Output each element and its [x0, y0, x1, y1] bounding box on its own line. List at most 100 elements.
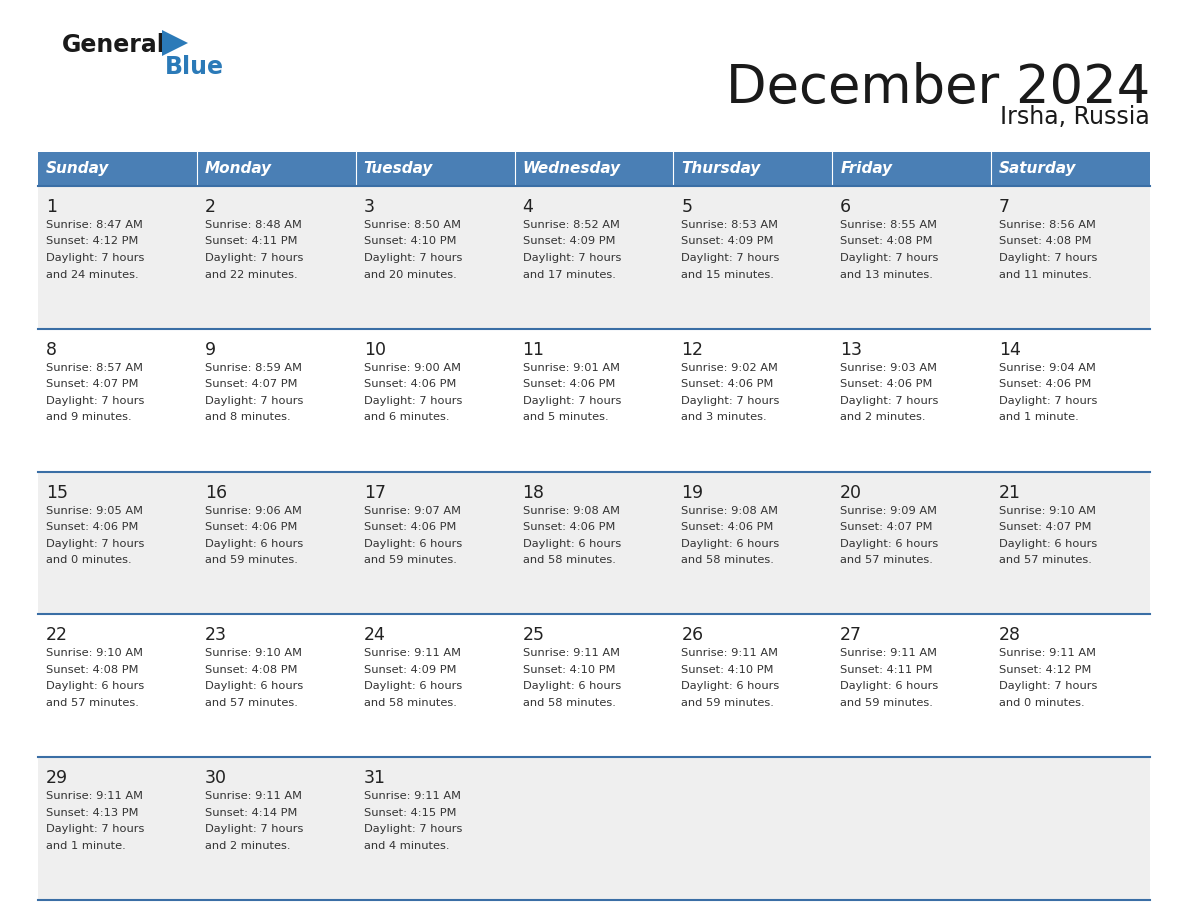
Text: 5: 5: [682, 198, 693, 216]
Text: Sunset: 4:06 PM: Sunset: 4:06 PM: [364, 522, 456, 532]
Bar: [38, 329, 1150, 472]
Text: and 0 minutes.: and 0 minutes.: [999, 698, 1085, 708]
Text: Friday: Friday: [840, 162, 892, 176]
Text: and 2 minutes.: and 2 minutes.: [840, 412, 925, 422]
Bar: [833, 152, 991, 186]
Text: and 57 minutes.: and 57 minutes.: [46, 698, 139, 708]
Text: and 15 minutes.: and 15 minutes.: [682, 270, 775, 279]
Text: Sunrise: 9:00 AM: Sunrise: 9:00 AM: [364, 363, 461, 373]
Text: Sunrise: 9:09 AM: Sunrise: 9:09 AM: [840, 506, 937, 516]
Text: Daylight: 7 hours: Daylight: 7 hours: [840, 396, 939, 406]
Text: Sunset: 4:08 PM: Sunset: 4:08 PM: [46, 665, 139, 675]
Text: 14: 14: [999, 341, 1020, 359]
Text: Monday: Monday: [204, 162, 272, 176]
Text: 15: 15: [46, 484, 68, 501]
Text: Daylight: 7 hours: Daylight: 7 hours: [46, 824, 144, 834]
Text: 23: 23: [204, 626, 227, 644]
Text: 1: 1: [46, 198, 57, 216]
Text: Sunset: 4:07 PM: Sunset: 4:07 PM: [999, 522, 1092, 532]
Text: Sunset: 4:12 PM: Sunset: 4:12 PM: [999, 665, 1092, 675]
Text: and 57 minutes.: and 57 minutes.: [999, 555, 1092, 565]
Text: 7: 7: [999, 198, 1010, 216]
Text: Daylight: 7 hours: Daylight: 7 hours: [46, 253, 144, 263]
Text: and 57 minutes.: and 57 minutes.: [204, 698, 298, 708]
Text: Daylight: 7 hours: Daylight: 7 hours: [364, 824, 462, 834]
Text: and 59 minutes.: and 59 minutes.: [840, 698, 933, 708]
Text: and 5 minutes.: and 5 minutes.: [523, 412, 608, 422]
Text: Sunrise: 9:04 AM: Sunrise: 9:04 AM: [999, 363, 1097, 373]
Text: Daylight: 6 hours: Daylight: 6 hours: [840, 681, 939, 691]
Text: Sunset: 4:07 PM: Sunset: 4:07 PM: [840, 522, 933, 532]
Text: 2: 2: [204, 198, 216, 216]
Text: and 11 minutes.: and 11 minutes.: [999, 270, 1092, 279]
Text: 29: 29: [46, 769, 68, 788]
Text: Sunrise: 9:10 AM: Sunrise: 9:10 AM: [46, 648, 143, 658]
Text: Sunset: 4:06 PM: Sunset: 4:06 PM: [682, 379, 773, 389]
Text: Sunrise: 9:11 AM: Sunrise: 9:11 AM: [840, 648, 937, 658]
Text: and 22 minutes.: and 22 minutes.: [204, 270, 297, 279]
Text: and 24 minutes.: and 24 minutes.: [46, 270, 139, 279]
Text: Daylight: 6 hours: Daylight: 6 hours: [682, 681, 779, 691]
Bar: [514, 152, 674, 186]
Text: Daylight: 7 hours: Daylight: 7 hours: [364, 396, 462, 406]
Text: 21: 21: [999, 484, 1020, 501]
Text: Daylight: 6 hours: Daylight: 6 hours: [204, 539, 303, 549]
Text: Daylight: 7 hours: Daylight: 7 hours: [999, 396, 1098, 406]
Text: December 2024: December 2024: [726, 62, 1150, 114]
Text: 12: 12: [682, 341, 703, 359]
Text: Sunset: 4:06 PM: Sunset: 4:06 PM: [840, 379, 933, 389]
Text: 9: 9: [204, 341, 216, 359]
Text: Daylight: 7 hours: Daylight: 7 hours: [204, 253, 303, 263]
Text: Sunset: 4:08 PM: Sunset: 4:08 PM: [840, 237, 933, 247]
Text: Sunset: 4:11 PM: Sunset: 4:11 PM: [840, 665, 933, 675]
Bar: [38, 152, 197, 186]
Text: 25: 25: [523, 626, 544, 644]
Text: General: General: [62, 33, 166, 57]
Text: and 59 minutes.: and 59 minutes.: [682, 698, 775, 708]
Text: and 2 minutes.: and 2 minutes.: [204, 841, 290, 851]
Bar: [38, 614, 1150, 757]
Text: 22: 22: [46, 626, 68, 644]
Text: Sunrise: 9:01 AM: Sunrise: 9:01 AM: [523, 363, 619, 373]
Text: Saturday: Saturday: [999, 162, 1076, 176]
Text: Daylight: 7 hours: Daylight: 7 hours: [46, 396, 144, 406]
Text: Sunset: 4:06 PM: Sunset: 4:06 PM: [682, 522, 773, 532]
Text: Sunset: 4:10 PM: Sunset: 4:10 PM: [523, 665, 615, 675]
Text: Sunset: 4:07 PM: Sunset: 4:07 PM: [46, 379, 139, 389]
Text: Daylight: 7 hours: Daylight: 7 hours: [999, 681, 1098, 691]
Text: and 1 minute.: and 1 minute.: [46, 841, 126, 851]
Text: Sunrise: 9:08 AM: Sunrise: 9:08 AM: [682, 506, 778, 516]
Text: and 57 minutes.: and 57 minutes.: [840, 555, 933, 565]
Bar: [991, 152, 1150, 186]
Polygon shape: [162, 30, 188, 56]
Text: Sunrise: 9:06 AM: Sunrise: 9:06 AM: [204, 506, 302, 516]
Text: Sunset: 4:10 PM: Sunset: 4:10 PM: [364, 237, 456, 247]
Text: 6: 6: [840, 198, 852, 216]
Text: Sunset: 4:06 PM: Sunset: 4:06 PM: [204, 522, 297, 532]
Text: and 58 minutes.: and 58 minutes.: [364, 698, 456, 708]
Text: Daylight: 6 hours: Daylight: 6 hours: [523, 539, 621, 549]
Text: Sunset: 4:06 PM: Sunset: 4:06 PM: [999, 379, 1092, 389]
Text: Sunset: 4:06 PM: Sunset: 4:06 PM: [364, 379, 456, 389]
Text: Sunrise: 8:59 AM: Sunrise: 8:59 AM: [204, 363, 302, 373]
Text: 27: 27: [840, 626, 862, 644]
Text: Daylight: 7 hours: Daylight: 7 hours: [682, 253, 779, 263]
Text: Irsha, Russia: Irsha, Russia: [1000, 105, 1150, 129]
Text: Sunset: 4:06 PM: Sunset: 4:06 PM: [46, 522, 138, 532]
Text: and 17 minutes.: and 17 minutes.: [523, 270, 615, 279]
Text: Daylight: 7 hours: Daylight: 7 hours: [840, 253, 939, 263]
Text: Daylight: 7 hours: Daylight: 7 hours: [364, 253, 462, 263]
Text: Sunrise: 8:50 AM: Sunrise: 8:50 AM: [364, 220, 461, 230]
Bar: [38, 186, 1150, 329]
Text: 13: 13: [840, 341, 862, 359]
Text: 30: 30: [204, 769, 227, 788]
Text: Daylight: 7 hours: Daylight: 7 hours: [46, 539, 144, 549]
Text: Sunset: 4:09 PM: Sunset: 4:09 PM: [682, 237, 773, 247]
Text: and 20 minutes.: and 20 minutes.: [364, 270, 456, 279]
Text: Daylight: 6 hours: Daylight: 6 hours: [46, 681, 144, 691]
Text: Sunset: 4:15 PM: Sunset: 4:15 PM: [364, 808, 456, 818]
Text: Sunset: 4:11 PM: Sunset: 4:11 PM: [204, 237, 297, 247]
Text: Sunrise: 8:53 AM: Sunrise: 8:53 AM: [682, 220, 778, 230]
Bar: [197, 152, 355, 186]
Text: Daylight: 6 hours: Daylight: 6 hours: [204, 681, 303, 691]
